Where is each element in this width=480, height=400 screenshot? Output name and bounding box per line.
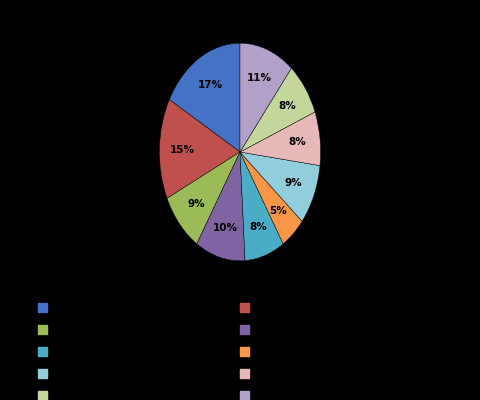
Text: 11%: 11%: [247, 73, 272, 83]
Text: 17%: 17%: [198, 80, 223, 90]
Wedge shape: [240, 68, 315, 152]
Wedge shape: [240, 112, 321, 166]
Wedge shape: [167, 152, 240, 244]
Text: 9%: 9%: [188, 199, 205, 209]
Text: 5%: 5%: [269, 206, 287, 216]
Text: 8%: 8%: [288, 137, 306, 147]
Wedge shape: [159, 100, 240, 198]
Wedge shape: [240, 152, 320, 221]
Text: 15%: 15%: [169, 144, 194, 154]
Wedge shape: [197, 152, 245, 261]
Text: 8%: 8%: [249, 222, 267, 232]
Wedge shape: [169, 43, 240, 152]
Text: 9%: 9%: [285, 178, 302, 188]
Text: 8%: 8%: [278, 101, 296, 111]
Wedge shape: [240, 152, 283, 260]
Text: 10%: 10%: [213, 223, 238, 233]
Wedge shape: [240, 43, 291, 152]
Wedge shape: [240, 152, 302, 244]
